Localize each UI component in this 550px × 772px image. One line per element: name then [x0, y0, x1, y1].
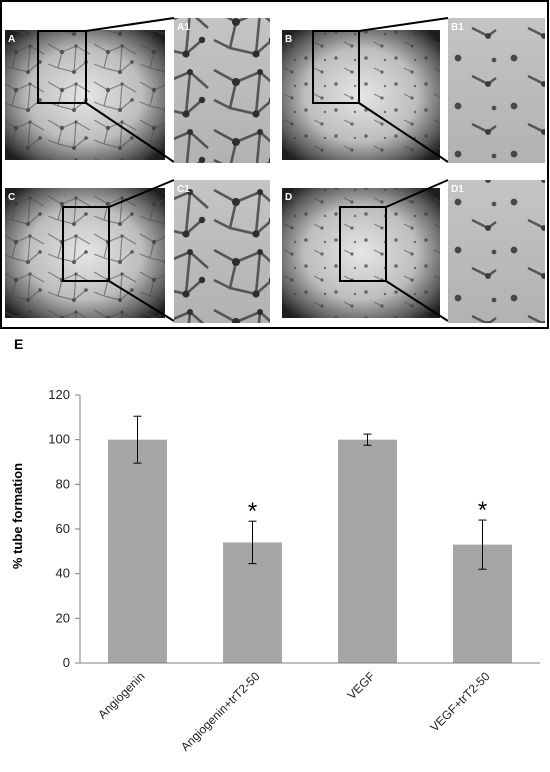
panel-c: C [5, 188, 165, 318]
x-category-label: VEGF [345, 669, 378, 702]
zoom-line-d-bottom [385, 280, 449, 322]
significance-marker: * [248, 498, 257, 525]
x-category-label: VEGF+trT2-50 [427, 669, 493, 735]
panel-c1-label: C1 [177, 184, 190, 195]
panel-a1: A1 [174, 18, 270, 163]
panel-a-selection-box [37, 30, 87, 104]
panel-b1: B1 [448, 18, 545, 163]
bars: * * [108, 415, 512, 663]
panel-d-label: D [285, 192, 292, 203]
bar [108, 439, 167, 663]
panel-c1: C1 [174, 180, 270, 323]
y-tick-label: 100 [48, 432, 70, 447]
panel-d1-label: D1 [451, 184, 464, 195]
x-category-label: Angiogenin+trT2-50 [178, 669, 263, 754]
y-tick-label: 120 [48, 387, 70, 402]
y-tick-label: 40 [56, 566, 70, 581]
zoom-line-b-bottom [358, 102, 449, 163]
y-tick-label: 0 [63, 655, 70, 670]
panel-e-label: E [14, 336, 23, 352]
panel-a-label: A [8, 34, 15, 45]
panel-b-label: B [285, 34, 292, 45]
zoom-line-c-top [108, 179, 175, 208]
panel-b1-label: B1 [451, 22, 464, 33]
panel-b: B [282, 30, 440, 160]
zoom-line-a-bottom [85, 102, 175, 163]
y-axis-ticks: 0 20 40 60 80 100 120 [48, 387, 80, 670]
x-category-label: Angiogenin [95, 669, 147, 721]
panel-c-selection-box [62, 206, 110, 282]
y-tick-label: 80 [56, 476, 70, 491]
panel-d: D [282, 188, 440, 318]
y-axis-label: % tube formation [10, 463, 25, 569]
zoom-line-d-top [385, 179, 449, 208]
y-tick-label: 60 [56, 521, 70, 536]
x-axis-labels: Angiogenin Angiogenin+trT2-50 VEGF VEGF+trT… [95, 669, 493, 754]
panel-a1-label: A1 [177, 22, 190, 33]
micrograph-frame [0, 0, 549, 329]
panel-c-label: C [8, 192, 15, 203]
y-tick-label: 20 [56, 610, 70, 625]
panel-d1: D1 [448, 180, 545, 323]
zoom-line-c-bottom [108, 280, 175, 322]
zoom-line-b-top [358, 17, 449, 32]
panel-b-selection-box [312, 30, 360, 104]
bar [338, 439, 397, 663]
significance-marker: * [478, 497, 487, 524]
zoom-line-a-top [85, 17, 175, 32]
panel-d-selection-box [339, 206, 387, 282]
